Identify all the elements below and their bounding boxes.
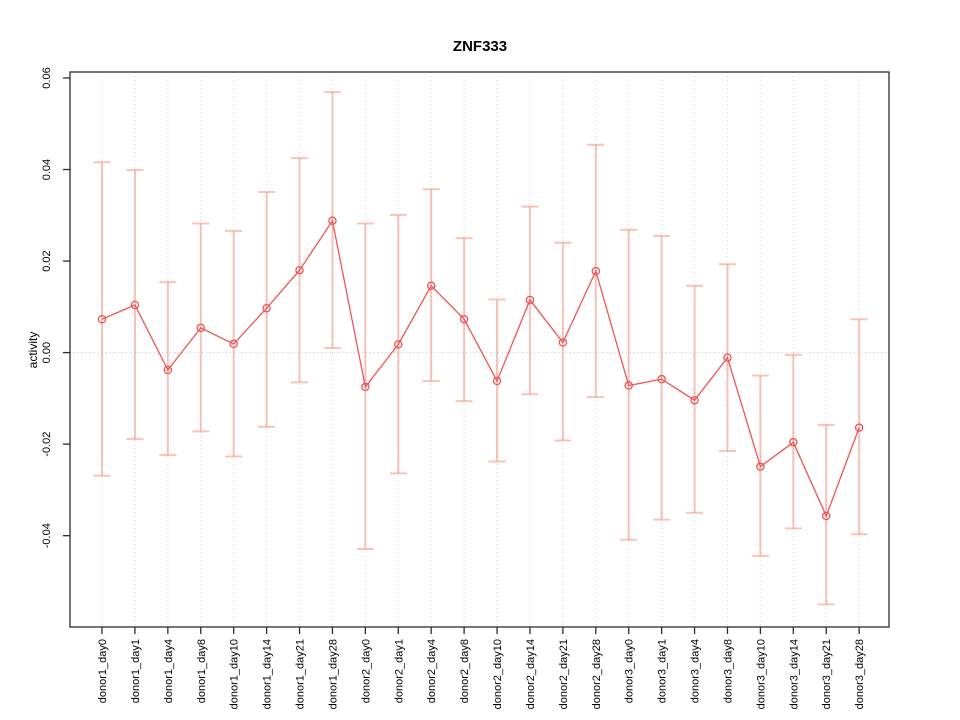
- data-point: [229, 339, 238, 349]
- x-tick-label: donor3_day21: [821, 639, 833, 709]
- x-tick-label: donor3_day0: [624, 639, 636, 703]
- x-tick-label: donor3_day14: [788, 639, 800, 709]
- x-tick-label: donor2_day10: [492, 639, 504, 709]
- error-bar: [653, 234, 671, 521]
- data-point: [854, 423, 864, 432]
- data-point: [789, 438, 798, 447]
- data-point: [459, 314, 469, 324]
- x-tick-label: donor3_day10: [755, 639, 767, 709]
- x-tick-label: donor3_day4: [690, 639, 702, 703]
- data-point: [657, 374, 666, 384]
- y-tick-label: 0.04: [41, 159, 53, 180]
- x-tick-label: donor1_day0: [97, 639, 109, 703]
- y-axis-title: activity: [26, 331, 40, 369]
- x-tick-label: donor1_day21: [295, 639, 307, 709]
- x-tick-label: donor2_day28: [591, 639, 603, 709]
- data-point: [525, 295, 535, 305]
- data-point: [426, 281, 436, 291]
- error-bar: [850, 318, 868, 536]
- y-tick-label: 0.06: [41, 67, 53, 88]
- y-tick-label: 0.00: [41, 342, 53, 363]
- data-point: [97, 314, 107, 324]
- data-point: [558, 338, 568, 347]
- data-point: [130, 300, 140, 310]
- x-tick-label: donor1_day14: [262, 639, 274, 709]
- x-tick-label: donor3_day28: [854, 639, 866, 709]
- x-tick-label: donor1_day10: [229, 639, 241, 709]
- data-point: [295, 265, 304, 275]
- data-point: [723, 353, 732, 362]
- y-tick-label: -0.02: [41, 432, 53, 457]
- y-tick-label: 0.02: [41, 250, 53, 271]
- x-tick-label: donor1_day1: [130, 639, 142, 703]
- x-tick-label: donor2_day4: [426, 639, 438, 703]
- data-point: [821, 511, 831, 521]
- x-tick-label: donor2_day14: [525, 639, 537, 709]
- chart-title: ZNF333: [452, 38, 508, 55]
- data-point: [328, 216, 337, 226]
- x-tick-label: donor1_day4: [163, 639, 175, 703]
- x-tick-label: donor3_day1: [657, 639, 669, 703]
- x-tick-label: donor3_day8: [722, 639, 734, 703]
- x-tick-label: donor2_day21: [558, 639, 570, 709]
- data-point: [262, 303, 271, 313]
- data-point: [690, 395, 699, 405]
- x-tick-label: donor2_day1: [393, 639, 405, 703]
- data-point: [196, 323, 206, 333]
- data-point: [492, 376, 502, 386]
- data-point: [361, 382, 370, 392]
- error-bar: [258, 190, 276, 428]
- x-tick-label: donor2_day0: [360, 639, 372, 703]
- data-point: [591, 266, 601, 276]
- plot-frame: [69, 71, 890, 628]
- x-tick-label: donor1_day28: [327, 639, 339, 709]
- data-point: [394, 340, 403, 349]
- data-point: [624, 381, 633, 390]
- x-tick-label: donor1_day8: [196, 639, 208, 703]
- data-point: [756, 462, 765, 471]
- y-tick-label: -0.04: [41, 523, 53, 548]
- data-line: [101, 219, 860, 518]
- data-point: [163, 365, 173, 375]
- x-tick-label: donor2_day8: [459, 639, 471, 703]
